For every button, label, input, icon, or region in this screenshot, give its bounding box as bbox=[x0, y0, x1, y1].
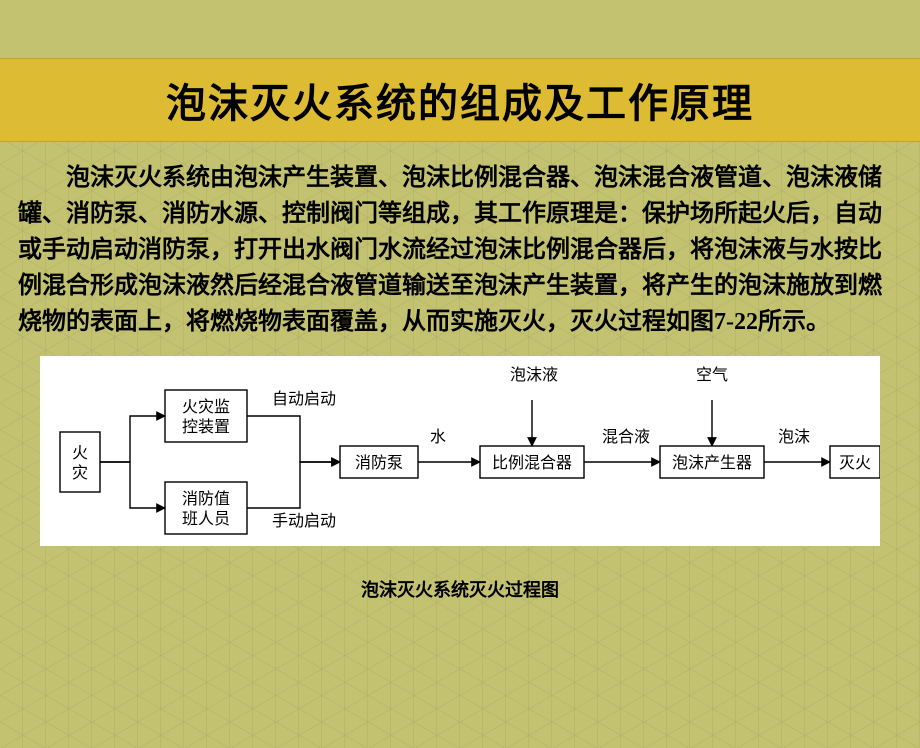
flowchart-diagram: 自动启动手动启动 水 混合液 泡沫 泡沫液 空气火灾 火灾监控装置消防值班人员 消防泵 比例混合… bbox=[40, 356, 880, 566]
svg-text:控装置: 控装置 bbox=[182, 418, 230, 436]
svg-text:消防值: 消防值 bbox=[182, 490, 230, 508]
body-paragraph: 泡沫灭火系统由泡沫产生装置、泡沫比例混合器、泡沫混合液管道、泡沫液储罐、消防泵、… bbox=[18, 160, 902, 340]
title-bar: 泡沫灭火系统的组成及工作原理 bbox=[0, 58, 920, 142]
svg-text:泡沫液: 泡沫液 bbox=[510, 366, 558, 384]
svg-text:火: 火 bbox=[72, 445, 88, 462]
svg-text:泡沫产生器: 泡沫产生器 bbox=[672, 454, 752, 472]
page-title: 泡沫灭火系统的组成及工作原理 bbox=[166, 71, 754, 129]
flowchart-svg: 自动启动手动启动 水 混合液 泡沫 泡沫液 空气火灾 火灾监控装置消防值班人员 消防泵 比例混合… bbox=[40, 356, 880, 546]
diagram-caption: 泡沫灭火系统灭火过程图 bbox=[0, 576, 920, 602]
body-paragraph-text: 泡沫灭火系统由泡沫产生装置、泡沫比例混合器、泡沫混合液管道、泡沫液储罐、消防泵、… bbox=[18, 165, 882, 335]
svg-text:火灾监: 火灾监 bbox=[182, 398, 230, 416]
svg-text:消防泵: 消防泵 bbox=[355, 454, 403, 472]
svg-text:自动启动: 自动启动 bbox=[272, 390, 336, 408]
svg-text:手动启动: 手动启动 bbox=[272, 512, 336, 530]
svg-text:空气: 空气 bbox=[696, 366, 728, 384]
svg-text:灭火: 灭火 bbox=[839, 455, 871, 472]
svg-text:混合液: 混合液 bbox=[602, 428, 650, 446]
svg-text:比例混合器: 比例混合器 bbox=[492, 454, 572, 472]
svg-text:班人员: 班人员 bbox=[182, 510, 230, 528]
svg-text:水: 水 bbox=[430, 428, 446, 446]
svg-text:泡沫: 泡沫 bbox=[778, 428, 810, 446]
svg-text:灾: 灾 bbox=[72, 464, 88, 482]
